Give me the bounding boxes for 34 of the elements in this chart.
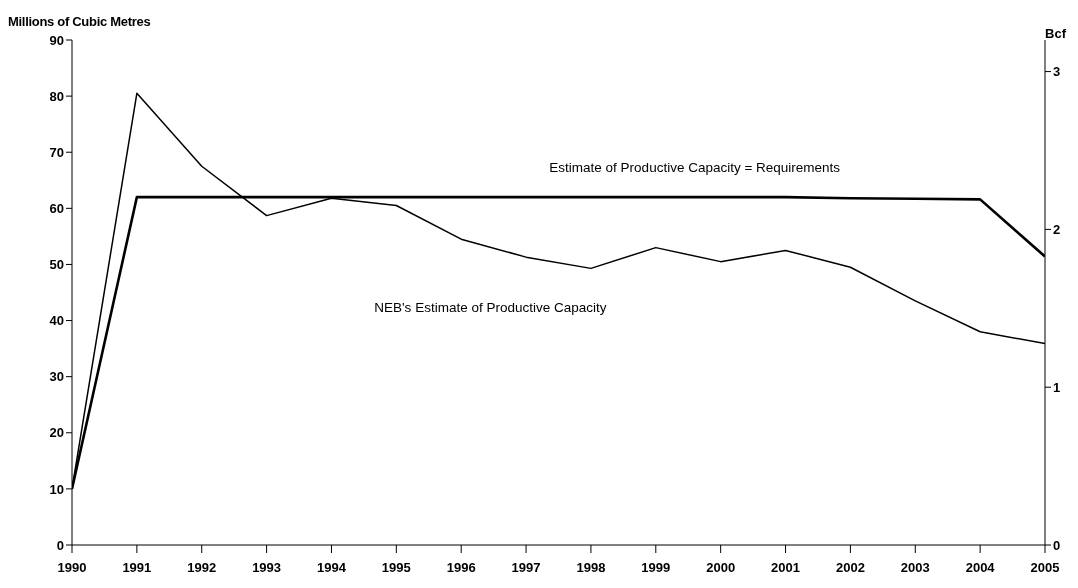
y2-axis-title: Bcf bbox=[1045, 26, 1066, 41]
y-tick-label: 10 bbox=[49, 481, 64, 497]
x-tick-label: 1998 bbox=[576, 560, 606, 576]
text: NEB's Estimate of Productive Capacity bbox=[374, 300, 607, 316]
x-tick-label: 2001 bbox=[771, 560, 800, 576]
series-label: Estimate of Productive Capacity = Requirements bbox=[549, 160, 841, 176]
y-axis-title: Millions of Cubic Metres bbox=[8, 14, 151, 29]
x-tick-label: 2005 bbox=[1030, 560, 1060, 576]
x-tick-label: 1992 bbox=[187, 560, 217, 576]
x-tick-label: 1994 bbox=[317, 560, 347, 576]
y-tick-label: 70 bbox=[49, 144, 64, 160]
x-tick-label: 1990 bbox=[57, 560, 87, 576]
y-tick-label: 50 bbox=[49, 257, 64, 273]
y2-tick-label: 0 bbox=[1053, 537, 1061, 553]
x-tick-label: 1995 bbox=[381, 560, 411, 576]
x-tick-label: 1991 bbox=[122, 560, 152, 576]
x-tick-label: 2000 bbox=[706, 560, 736, 576]
y-tick-label: 90 bbox=[49, 32, 64, 48]
y-tick-label: 30 bbox=[49, 369, 64, 385]
y-tick-label: 0 bbox=[56, 537, 64, 553]
x-tick-label: 2004 bbox=[965, 560, 996, 576]
y-tick-label: 20 bbox=[49, 425, 64, 441]
y2-tick-label: 3 bbox=[1053, 64, 1061, 80]
y2-tick-label: 2 bbox=[1053, 221, 1061, 237]
x-tick-label: 2003 bbox=[900, 560, 930, 576]
y2-tick-label: 1 bbox=[1053, 379, 1061, 395]
y-tick-label: 40 bbox=[49, 313, 64, 329]
x-tick-label: 1996 bbox=[446, 560, 476, 576]
x-tick-label: 1997 bbox=[511, 560, 541, 576]
x-tick-label: 1993 bbox=[252, 560, 282, 576]
x-tick-label: 2002 bbox=[835, 560, 865, 576]
x-tick-label: 1999 bbox=[641, 560, 671, 576]
y-tick-label: 80 bbox=[49, 88, 64, 104]
y-tick-label: 60 bbox=[49, 200, 64, 216]
